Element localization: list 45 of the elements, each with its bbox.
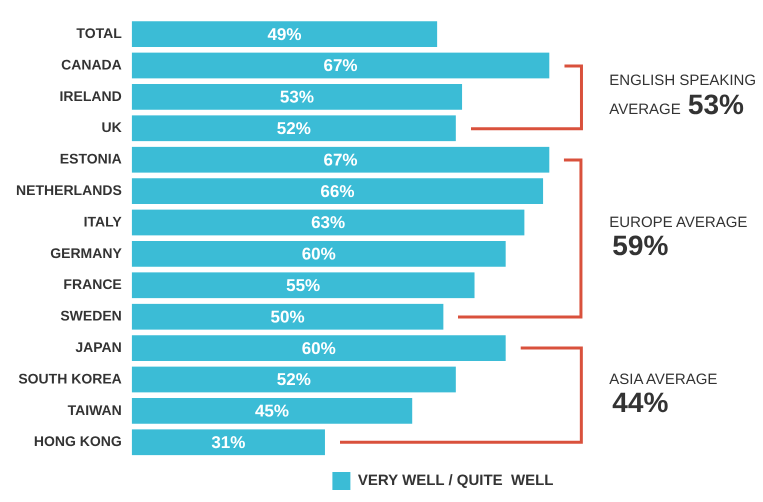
data-label: 67% — [324, 150, 358, 170]
data-label: 67% — [324, 56, 358, 76]
y-tick-label: SWEDEN — [60, 308, 122, 324]
y-tick-label: JAPAN — [75, 338, 122, 355]
bar — [132, 178, 544, 204]
data-label: 53% — [280, 88, 314, 107]
y-tick-label: IRELAND — [60, 88, 122, 104]
data-label: 45% — [254, 402, 290, 421]
y-tick-label: SOUTH KOREA — [18, 370, 122, 386]
y-tick-label: CANADA — [61, 56, 122, 72]
y-tick-label: UK — [102, 119, 122, 136]
bar — [132, 210, 524, 236]
y-tick-label: ESTONIA — [60, 150, 122, 167]
data-label: 55% — [286, 276, 320, 295]
data-label: 66% — [320, 182, 354, 201]
bar — [132, 335, 506, 361]
bar — [132, 398, 412, 424]
y-tick-label: FRANCE — [63, 276, 122, 292]
bar — [132, 429, 325, 456]
y-tick-label: GERMANY — [50, 244, 122, 261]
y-tick-label: HONG KONG — [34, 433, 122, 450]
bar — [132, 84, 462, 110]
data-label: 60% — [302, 338, 336, 358]
y-tick-label: TOTAL — [76, 24, 122, 41]
y-tick-label: TAIWAN — [68, 402, 122, 418]
bar — [132, 366, 456, 392]
data-label: 63% — [311, 213, 346, 232]
text: ASIA AVERAGE 44% — [609, 370, 718, 418]
bar — [132, 115, 456, 142]
data-label: 50% — [270, 307, 305, 326]
data-label: 49% — [267, 24, 302, 44]
bar — [132, 146, 550, 173]
legend-label: VERY WELL / QUITE WELL — [358, 472, 554, 490]
data-label: 31% — [211, 432, 246, 452]
bar — [132, 304, 444, 330]
text: EUROPE AVERAGE 59% — [609, 214, 748, 262]
bar — [132, 272, 475, 298]
text: ENGLISH SPEAKING AVERAGE 53% — [609, 72, 756, 120]
data-label: 60% — [302, 244, 336, 264]
y-tick-label: NETHERLANDS — [16, 182, 122, 198]
y-tick-label: ITALY — [84, 213, 122, 230]
bar — [132, 241, 506, 267]
data-label: 52% — [276, 370, 311, 390]
data-label: 52% — [276, 118, 311, 138]
bar — [132, 21, 438, 47]
